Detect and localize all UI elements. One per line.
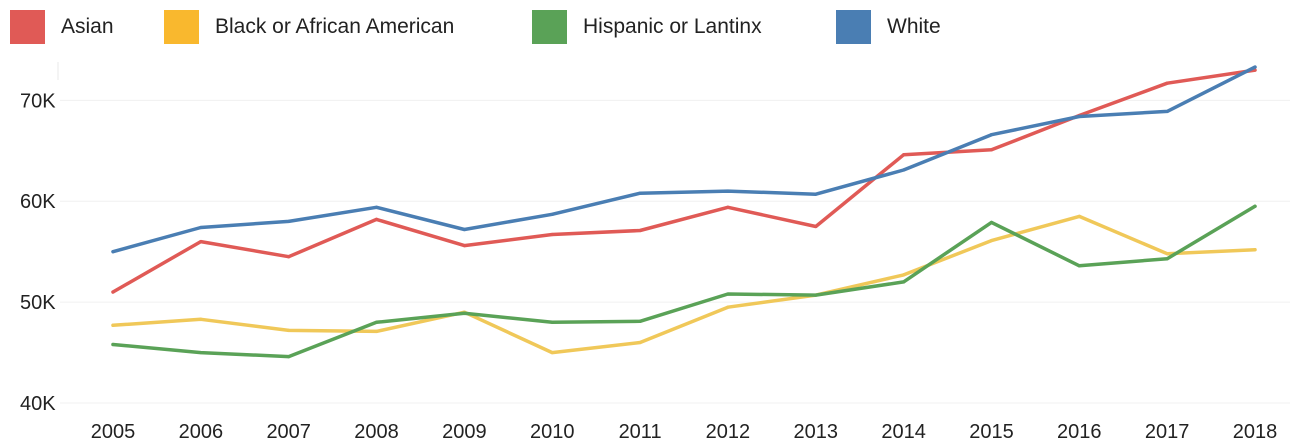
- data-point-hispanic-or-lantinx-2016: [1077, 264, 1081, 268]
- data-point-black-or-african-american-2010: [550, 350, 554, 355]
- data-point-hispanic-or-lantinx-2011: [638, 319, 642, 323]
- data-point-black-or-african-american-2007: [287, 328, 291, 332]
- data-point-hispanic-or-lantinx-2006: [199, 350, 203, 355]
- x-tick-label-2015: 2015: [969, 421, 1014, 442]
- data-point-white-2011: [638, 191, 642, 195]
- data-point-asian-2017: [1165, 81, 1169, 85]
- data-point-black-or-african-american-2005: [111, 323, 115, 327]
- legend-item-asian[interactable]: Asian: [10, 10, 114, 44]
- data-point-white-2013: [814, 192, 818, 196]
- x-tick-label-2013: 2013: [794, 421, 839, 442]
- data-point-hispanic-or-lantinx-2017: [1165, 257, 1169, 261]
- y-tick-label-50k: 50K: [20, 292, 56, 314]
- data-point-hispanic-or-lantinx-2015: [989, 220, 994, 225]
- data-point-asian-2005: [111, 290, 115, 294]
- axes: 40K 50K 60K 70K 2005 2006 2007 2008 2009 2010 2011…: [20, 62, 1277, 442]
- legend-item-white[interactable]: White: [836, 10, 941, 44]
- x-tick-label-2011: 2011: [619, 421, 662, 442]
- x-tick-label-2007: 2007: [266, 421, 311, 442]
- data-point-white-2005: [111, 250, 115, 254]
- y-tick-label-60k: 60K: [20, 191, 56, 213]
- chart-legend: Asian Black or African American Hispanic…: [10, 10, 1010, 44]
- x-tick-label-2005: 2005: [91, 421, 136, 442]
- legend-label-white: White: [887, 15, 941, 38]
- data-point-white-2012: [726, 189, 730, 193]
- data-point-white-2016: [1077, 114, 1081, 119]
- series-line-white: [111, 65, 1257, 254]
- data-point-asian-2015: [989, 148, 994, 152]
- data-point-black-or-african-american-2016: [1077, 214, 1081, 218]
- data-point-black-or-african-american-2012: [726, 305, 730, 309]
- legend-swatch-black-or-african-american: [164, 10, 199, 44]
- x-tick-label-2014: 2014: [881, 421, 926, 442]
- x-tick-label-2010: 2010: [530, 421, 575, 442]
- series-line-asian: [111, 68, 1257, 294]
- data-point-asian-2014: [902, 153, 906, 157]
- y-tick-label-70k: 70K: [20, 90, 56, 112]
- x-tick-label-2009: 2009: [442, 421, 487, 442]
- data-point-white-2009: [462, 227, 466, 232]
- data-point-black-or-african-american-2018: [1253, 248, 1257, 252]
- data-point-white-2014: [902, 168, 906, 172]
- legend-swatch-asian: [10, 10, 45, 44]
- x-tick-label-2012: 2012: [706, 421, 751, 442]
- gridlines: [60, 99, 1290, 404]
- data-point-asian-2012: [726, 205, 730, 209]
- data-point-black-or-african-american-2008: [374, 329, 379, 333]
- data-point-white-2006: [199, 225, 203, 230]
- x-tick-label-2017: 2017: [1145, 421, 1190, 442]
- data-point-asian-2010: [550, 232, 554, 237]
- data-point-white-2007: [287, 219, 291, 224]
- legend-swatch-hispanic-or-lantinx: [532, 10, 567, 44]
- data-point-hispanic-or-lantinx-2012: [726, 292, 730, 296]
- x-tick-label-2016: 2016: [1057, 421, 1102, 442]
- data-point-hispanic-or-lantinx-2013: [814, 293, 818, 297]
- data-point-asian-2008: [374, 217, 379, 221]
- data-point-black-or-african-american-2006: [199, 317, 203, 321]
- series-line-black-or-african-american: [111, 214, 1257, 355]
- data-point-asian-2013: [814, 224, 818, 229]
- data-point-hispanic-or-lantinx-2009: [462, 311, 466, 315]
- legend-label-black-or-african-american: Black or African American: [215, 15, 455, 38]
- data-point-black-or-african-american-2017: [1165, 252, 1169, 256]
- legend-label-hispanic-or-lantinx: Hispanic or Lantinx: [583, 15, 762, 38]
- x-tick-label-2008: 2008: [354, 421, 399, 442]
- data-point-asian-2011: [638, 228, 642, 233]
- data-point-asian-2006: [199, 239, 203, 244]
- data-point-white-2017: [1165, 109, 1169, 114]
- legend-item-hispanic-or-lantinx[interactable]: Hispanic or Lantinx: [532, 10, 762, 44]
- series-line-hispanic-or-lantinx: [111, 204, 1257, 359]
- data-point-white-2018: [1253, 65, 1257, 69]
- data-point-black-or-african-american-2015: [989, 238, 994, 243]
- legend-label-asian: Asian: [61, 15, 114, 38]
- legend-swatch-white: [836, 10, 871, 44]
- data-point-hispanic-or-lantinx-2010: [550, 320, 554, 324]
- legend-item-black-or-african-american[interactable]: Black or African American: [164, 10, 454, 44]
- data-point-white-2008: [374, 205, 379, 209]
- series-lines: [111, 65, 1257, 359]
- data-point-asian-2009: [462, 244, 466, 248]
- data-point-white-2015: [989, 133, 994, 137]
- data-point-hispanic-or-lantinx-2007: [287, 354, 291, 359]
- data-point-hispanic-or-lantinx-2008: [374, 320, 379, 324]
- data-point-hispanic-or-lantinx-2005: [111, 342, 115, 347]
- data-point-black-or-african-american-2011: [638, 340, 642, 345]
- data-point-black-or-african-american-2014: [902, 273, 906, 277]
- y-tick-label-40k: 40K: [20, 393, 56, 415]
- data-point-hispanic-or-lantinx-2014: [902, 280, 906, 284]
- data-point-hispanic-or-lantinx-2018: [1253, 204, 1257, 208]
- data-point-white-2010: [550, 212, 554, 216]
- x-tick-label-2018: 2018: [1233, 421, 1278, 442]
- data-point-asian-2007: [287, 255, 291, 259]
- x-tick-label-2006: 2006: [179, 421, 224, 442]
